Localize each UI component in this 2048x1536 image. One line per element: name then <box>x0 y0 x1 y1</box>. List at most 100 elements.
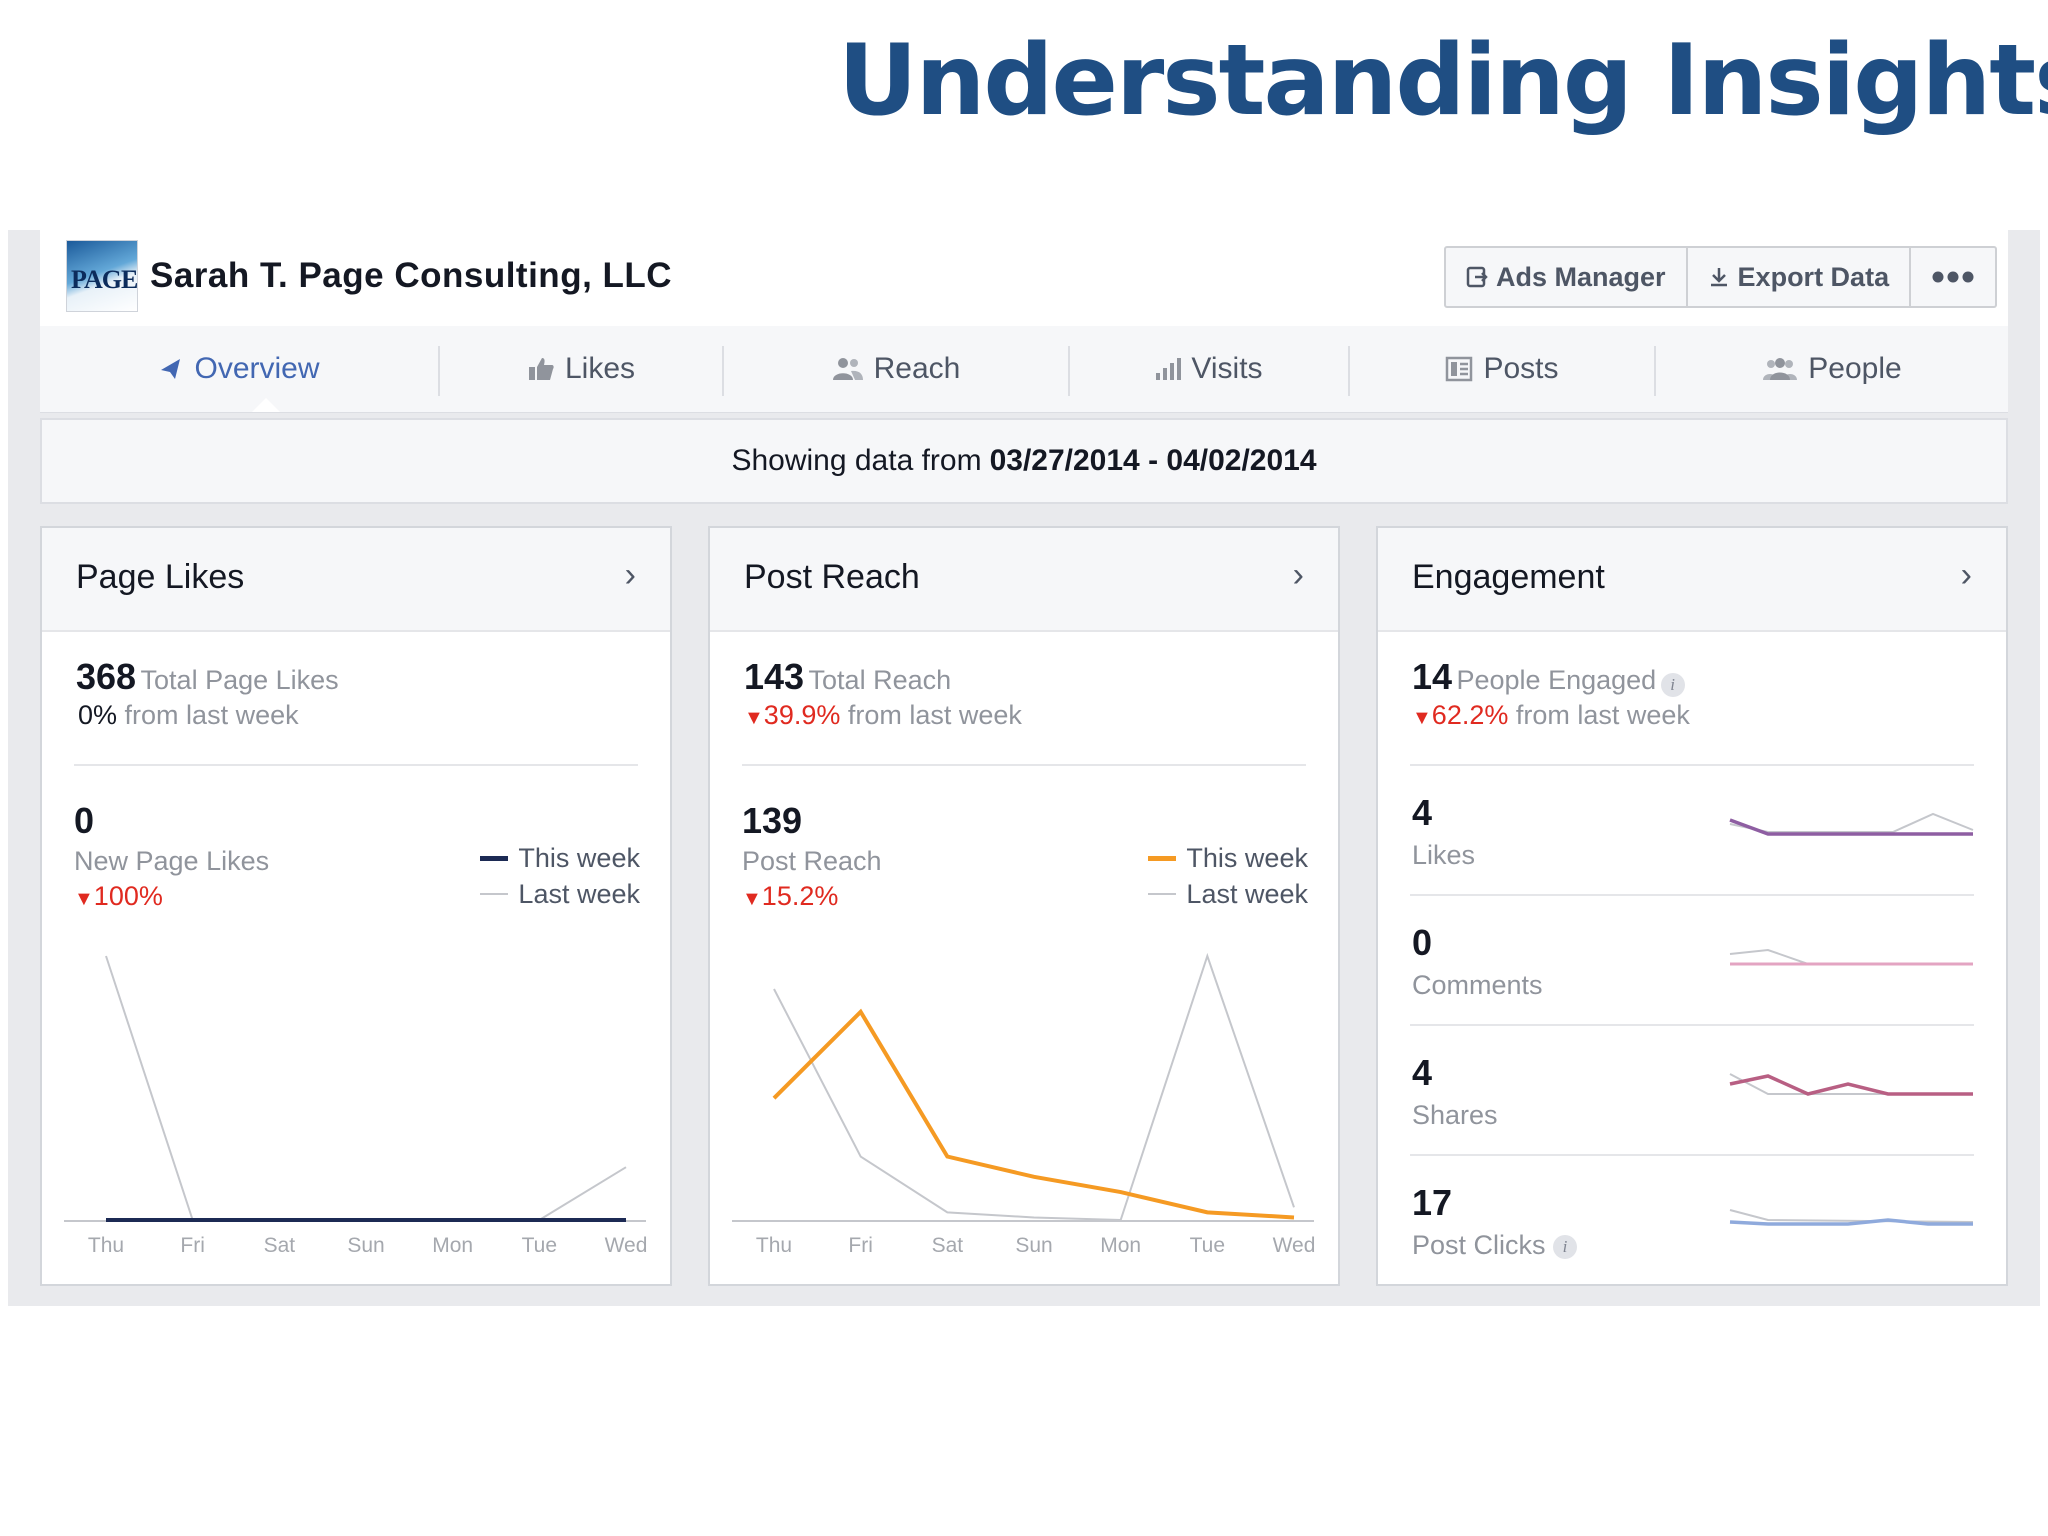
tab-people[interactable]: People <box>1656 326 2008 412</box>
logo-text: PAGE <box>71 265 138 294</box>
change-label: from last week <box>847 700 1022 730</box>
x-tick-label: Fri <box>848 1234 873 1257</box>
x-tick-label: Mon <box>432 1234 473 1257</box>
legend-label: Last week <box>1186 878 1308 909</box>
engagement-row-shares[interactable]: 4 Shares <box>1412 1052 1973 1182</box>
engagement-row-comments[interactable]: 0 Comments <box>1412 922 1973 1052</box>
tab-divider <box>1348 346 1350 396</box>
bar-chart-icon <box>1156 358 1182 380</box>
chart-legend: This week Last week <box>480 840 640 912</box>
chevron-right-icon[interactable]: › <box>1960 556 1972 594</box>
info-icon[interactable]: i <box>1660 672 1685 697</box>
overview-icon <box>161 359 181 379</box>
x-tick-label: Tue <box>1190 1234 1225 1257</box>
sub-change: ▼15.2% <box>742 881 882 912</box>
tab-overview[interactable]: Overview <box>40 326 438 412</box>
x-tick-label: Fri <box>180 1234 205 1257</box>
x-tick-label: Thu <box>756 1234 792 1257</box>
engagement-row-likes[interactable]: 4 Likes <box>1412 792 1974 922</box>
x-tick-label: Wed <box>1273 1234 1316 1257</box>
legend-label: Last week <box>518 878 640 909</box>
change-value: 62.2% <box>1431 700 1509 730</box>
engagement-row-post-clicks[interactable]: 17 Post Clicks i <box>1412 1182 1974 1312</box>
total-value: 14 <box>1412 656 1453 697</box>
divider <box>1410 1024 1974 1026</box>
sub-change: ▼100% <box>74 881 269 912</box>
change-value: 0% <box>78 700 118 730</box>
row-label: Likes <box>1412 840 1476 870</box>
tab-likes[interactable]: Likes <box>440 326 722 412</box>
legend-swatch <box>480 893 509 895</box>
group-icon <box>1763 358 1798 380</box>
more-options-button[interactable] <box>1911 248 1995 306</box>
x-tick-label: Sun <box>347 1234 384 1257</box>
likes-sparkline <box>1729 812 1974 836</box>
tab-label: Overview <box>194 352 320 385</box>
tab-reach[interactable]: Reach <box>724 326 1068 412</box>
ads-manager-icon <box>1466 266 1488 288</box>
divider <box>1410 1154 1974 1156</box>
row-label: Comments <box>1412 970 1543 1000</box>
chart-legend: This week Last week <box>1148 840 1308 912</box>
chevron-right-icon[interactable]: › <box>1292 556 1304 594</box>
series-line-last-week <box>105 955 627 1221</box>
date-range-prefix: Showing data from <box>731 444 982 477</box>
insights-tabs: Overview Likes Reach Visits <box>40 326 2008 413</box>
legend-last-week: Last week <box>480 876 640 912</box>
tab-visits[interactable]: Visits <box>1070 326 1348 412</box>
comments-sparkline <box>1729 948 1973 966</box>
sub-value: 0 <box>74 800 95 841</box>
sub-value: 139 <box>742 800 803 841</box>
change-label: from last week <box>124 700 299 730</box>
weekly-change: ▼62.2% from last week <box>1412 700 1690 731</box>
sub-metric: 139 Post Reach ▼15.2% <box>742 800 882 912</box>
chevron-right-icon[interactable]: › <box>624 556 636 594</box>
row-label: Shares <box>1412 1100 1498 1130</box>
x-tick-label: Thu <box>88 1234 124 1257</box>
ads-manager-button[interactable]: Ads Manager <box>1446 248 1688 306</box>
page-likes-card: Page Likes › 368 Total Page Likes 0% fro… <box>40 526 672 1286</box>
tab-divider <box>1068 346 1070 396</box>
engagement-card: Engagement › 14 People Engaged i ▼62.2% … <box>1376 526 2008 1286</box>
row-value: 17 <box>1412 1182 1453 1223</box>
row-label: Post Clicks i <box>1412 1230 1578 1261</box>
row-label-text: Post Clicks <box>1412 1230 1546 1260</box>
total-label: People Engaged <box>1456 665 1657 695</box>
sub-change-value: 100% <box>93 881 163 911</box>
series-line-last-week <box>773 952 1295 1222</box>
x-tick-label: Tue <box>522 1234 557 1257</box>
total-summary: 368 Total Page Likes <box>76 656 339 698</box>
page-logo[interactable]: PAGE <box>66 240 138 312</box>
total-value: 143 <box>744 656 805 697</box>
legend-label: This week <box>518 842 640 873</box>
down-arrow-icon: ▼ <box>742 888 762 910</box>
down-arrow-icon: ▼ <box>744 707 764 729</box>
change-value: 39.9% <box>763 700 841 730</box>
row-value: 4 <box>1412 1052 1433 1093</box>
info-icon[interactable]: i <box>1553 1234 1578 1259</box>
post-reach-card: Post Reach › 143 Total Reach ▼39.9% from… <box>708 526 1340 1286</box>
active-tab-caret <box>252 398 280 412</box>
legend-swatch <box>480 855 509 861</box>
tab-divider <box>438 346 440 396</box>
page-name[interactable]: Sarah T. Page Consulting, LLC <box>150 256 673 295</box>
total-summary: 14 People Engaged i <box>1412 656 1685 698</box>
legend-label: This week <box>1186 842 1308 873</box>
card-header[interactable]: Post Reach › <box>710 528 1338 632</box>
post-reach-chart: Thu Fri Sat Sun Mon Tue Wed <box>732 952 1316 1257</box>
tab-posts[interactable]: Posts <box>1350 326 1654 412</box>
insights-screenshot: PAGE Sarah T. Page Consulting, LLC Ads M… <box>8 230 2040 1306</box>
weekly-change: ▼39.9% from last week <box>744 700 1022 731</box>
total-label: Total Page Likes <box>140 665 339 695</box>
card-title: Engagement <box>1412 558 1605 596</box>
total-value: 368 <box>76 656 137 697</box>
legend-this-week: This week <box>1148 840 1308 876</box>
card-header[interactable]: Engagement › <box>1378 528 2006 632</box>
more-dots-icon <box>1932 271 1974 283</box>
tab-label: Reach <box>873 352 961 385</box>
post-clicks-sparkline <box>1729 1209 1974 1226</box>
export-data-button[interactable]: Export Data <box>1688 248 1912 306</box>
slide-title: Understanding Insights <box>838 24 2048 138</box>
x-tick-label: Wed <box>605 1234 648 1257</box>
card-header[interactable]: Page Likes › <box>42 528 670 632</box>
